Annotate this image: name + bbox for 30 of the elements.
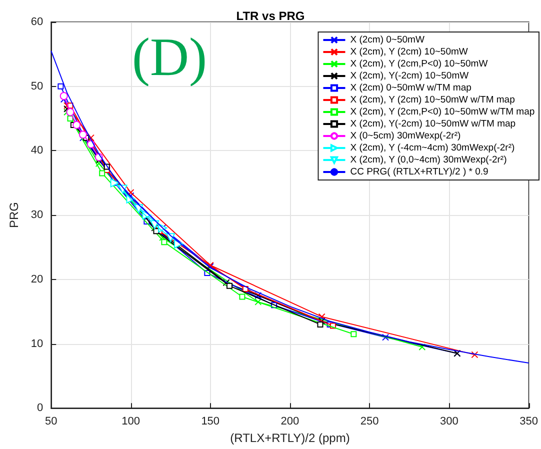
x-axis-title: (RTLX+RTLY)/2 (ppm)	[230, 431, 350, 445]
x-tick-label: 150	[201, 416, 220, 428]
legend-label: X (0~5cm) 30mWexp(-2r²)	[350, 130, 461, 142]
legend-label: X (2cm) 0~50mW	[350, 34, 424, 46]
legend-label: X (2cm), Y (2cm,P<0) 10~50mW	[350, 58, 488, 70]
annotation: (D)	[132, 27, 207, 87]
y-tick-label: 20	[30, 273, 44, 286]
legend-label: X (2cm), Y (2cm) 10~50mW	[350, 46, 468, 58]
x-tick-label: 350	[520, 416, 538, 428]
x-tick-label: 250	[360, 416, 379, 428]
y-tick-label: 10	[30, 338, 44, 350]
legend-label: CC PRG( (RTLX+RTLY)/2 ) * 0.9	[350, 166, 488, 178]
legend-label: X (2cm), Y (-4cm~4cm) 30mWexp(-2r²)	[350, 142, 515, 154]
y-tick-label: 50	[30, 80, 44, 92]
x-tick-label: 200	[280, 416, 300, 428]
x-tick-label: 300	[440, 416, 458, 428]
legend-label: X (2cm) 0~50mW w/TM map	[350, 82, 472, 94]
legend-label: X (2cm), Y(-2cm) 10~50mW	[350, 70, 469, 82]
x-tick-label: 50	[45, 416, 58, 428]
y-tick-label: 0	[37, 402, 44, 414]
x-tick-label: 100	[122, 416, 140, 428]
y-tick-label: 30	[30, 209, 44, 222]
chart-title: LTR vs PRG	[236, 9, 305, 23]
legend-label: X (2cm), Y(-2cm) 10~50mW w/TM map	[350, 118, 516, 130]
y-tick-label: 40	[30, 144, 44, 157]
y-axis-title: PRG	[7, 202, 21, 228]
legend-label: X (2cm), Y (2cm,P<0) 10~50mW w/TM map	[350, 106, 535, 118]
legend-label: X (2cm), Y (0,0~4cm) 30mWexp(-2r²)	[350, 154, 507, 166]
y-tick-label: 60	[30, 16, 44, 28]
legend-label: X (2cm), Y (2cm) 10~50mW w/TM map	[350, 94, 515, 106]
